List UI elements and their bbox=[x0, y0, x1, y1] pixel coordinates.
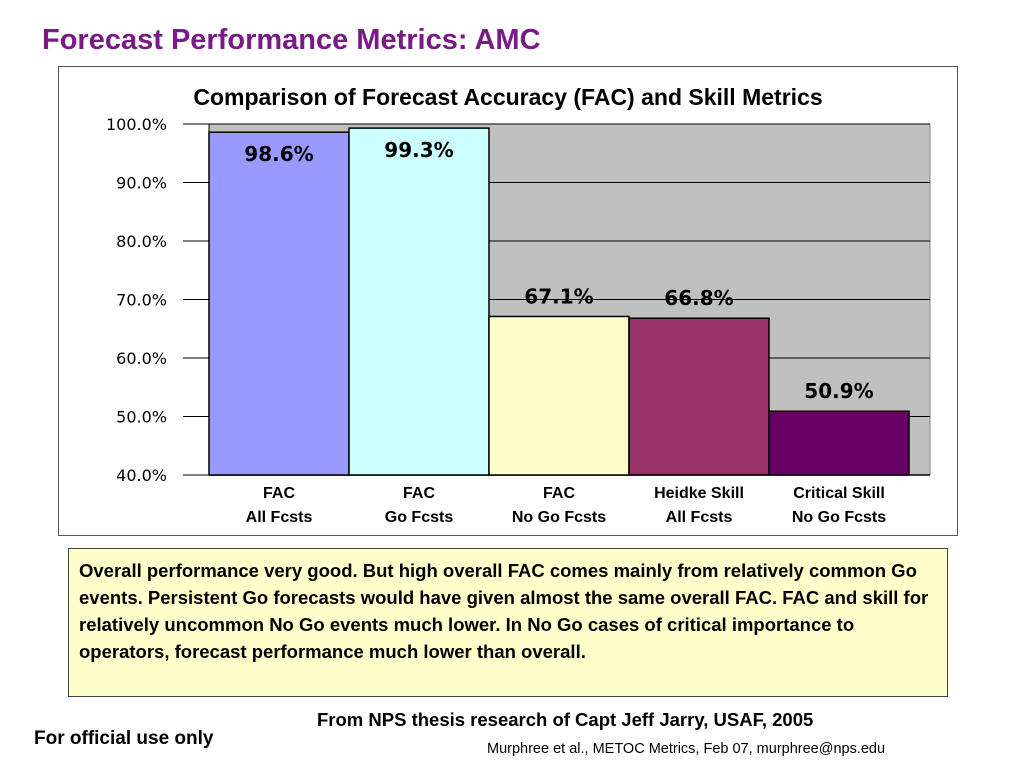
category-label: Go Fcsts bbox=[385, 509, 454, 526]
category-label: FAC bbox=[263, 485, 295, 502]
data-label: 66.8% bbox=[664, 286, 733, 310]
category-label: Critical Skill bbox=[793, 485, 885, 502]
bar bbox=[488, 315, 630, 476]
bar bbox=[208, 131, 350, 476]
category-label: All Fcsts bbox=[666, 509, 733, 526]
y-tick-label: 60.0% bbox=[116, 349, 167, 368]
source-note: From NPS thesis research of Capt Jeff Ja… bbox=[317, 709, 814, 730]
y-tick-label: 70.0% bbox=[116, 291, 167, 310]
y-tick-label: 100.0% bbox=[106, 115, 167, 134]
bar bbox=[628, 317, 770, 476]
category-label: No Go Fcsts bbox=[512, 509, 606, 526]
data-label: 99.3% bbox=[384, 138, 453, 162]
y-tick-label: 50.0% bbox=[116, 408, 167, 427]
slide-title: Forecast Performance Metrics: AMC bbox=[42, 24, 541, 56]
data-label: 98.6% bbox=[244, 142, 313, 166]
chart-title: Comparison of Forecast Accuracy (FAC) an… bbox=[193, 84, 823, 110]
category-label: FAC bbox=[403, 485, 435, 502]
y-tick-label: 90.0% bbox=[116, 174, 167, 193]
category-label: No Go Fcsts bbox=[792, 509, 886, 526]
category-label: All Fcsts bbox=[246, 509, 313, 526]
y-tick-label: 40.0% bbox=[116, 466, 167, 485]
summary-text: Overall performance very good. But high … bbox=[79, 560, 929, 662]
bar-chart: 40.0% 50.0% 60.0% 70.0% 80.0% 90.0% 100.0% 98.6… bbox=[106, 115, 931, 526]
chart-frame: Comparison of Forecast Accuracy (FAC) an… bbox=[58, 66, 958, 536]
bar bbox=[768, 410, 910, 476]
footer-credit: Murphree et al., METOC Metrics, Feb 07, … bbox=[487, 741, 886, 757]
data-label: 67.1% bbox=[524, 284, 593, 308]
category-label: Heidke Skill bbox=[654, 485, 744, 502]
data-label: 50.9% bbox=[804, 379, 873, 403]
y-tick-label: 80.0% bbox=[116, 232, 167, 251]
official-use-note: For official use only bbox=[34, 728, 214, 749]
summary-box: Overall performance very good. But high … bbox=[68, 548, 948, 697]
category-label: FAC bbox=[543, 485, 575, 502]
bar bbox=[348, 127, 490, 476]
